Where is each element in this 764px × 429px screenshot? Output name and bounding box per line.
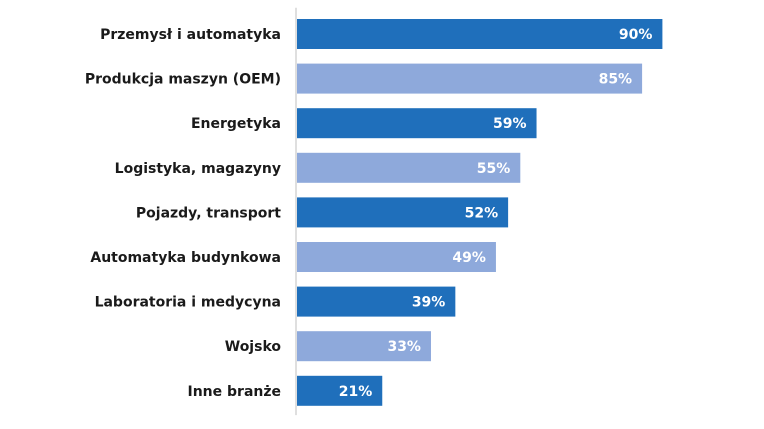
bar [297,152,521,183]
value-label: 90% [619,27,653,43]
value-label: 33% [387,339,421,355]
category-label: Wojsko [225,339,282,355]
value-label: 21% [339,384,373,400]
bar [297,375,383,406]
bar [297,286,456,317]
bars [297,19,663,406]
bar [297,197,509,228]
value-label: 52% [465,205,499,221]
value-labels: 90% 85% 59% 55% 52% 49% 39% 33% 21% [339,27,653,400]
value-label: 85% [599,72,633,88]
value-label: 39% [412,295,446,311]
category-label: Przemysł i automatyka [100,27,281,43]
category-labels: Przemysł i automatyka Produkcja maszyn (O… [85,27,282,400]
category-label: Produkcja maszyn (OEM) [85,72,281,88]
value-label: 59% [493,116,527,132]
value-label: 49% [452,250,486,266]
bar [297,108,537,139]
category-label: Inne branże [188,384,282,400]
category-label: Energetyka [191,116,281,132]
category-label: Logistyka, magazyny [115,161,281,177]
category-label: Pojazdy, transport [136,205,281,221]
category-label: Laboratoria i medycyna [95,295,281,311]
bar [297,331,431,362]
bar [297,242,496,272]
bar [297,19,663,49]
bar [297,63,643,94]
value-label: 55% [477,161,511,177]
category-label: Automatyka budynkowa [90,250,281,266]
